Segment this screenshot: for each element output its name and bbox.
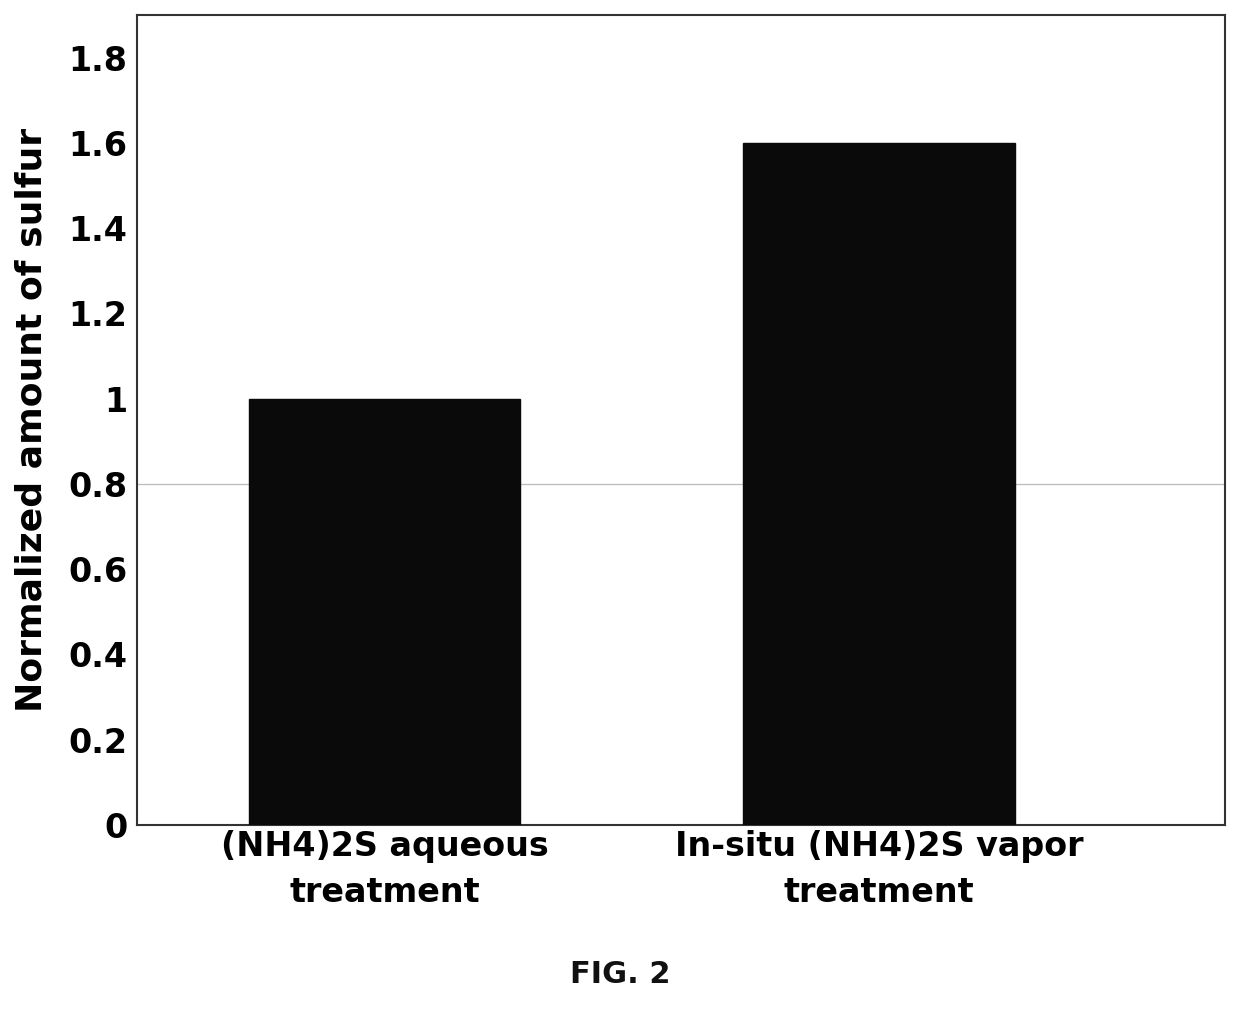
Bar xyxy=(743,143,1014,825)
Y-axis label: Normalized amount of sulfur: Normalized amount of sulfur xyxy=(15,128,50,712)
Text: FIG. 2: FIG. 2 xyxy=(569,960,671,989)
Bar xyxy=(248,399,521,825)
